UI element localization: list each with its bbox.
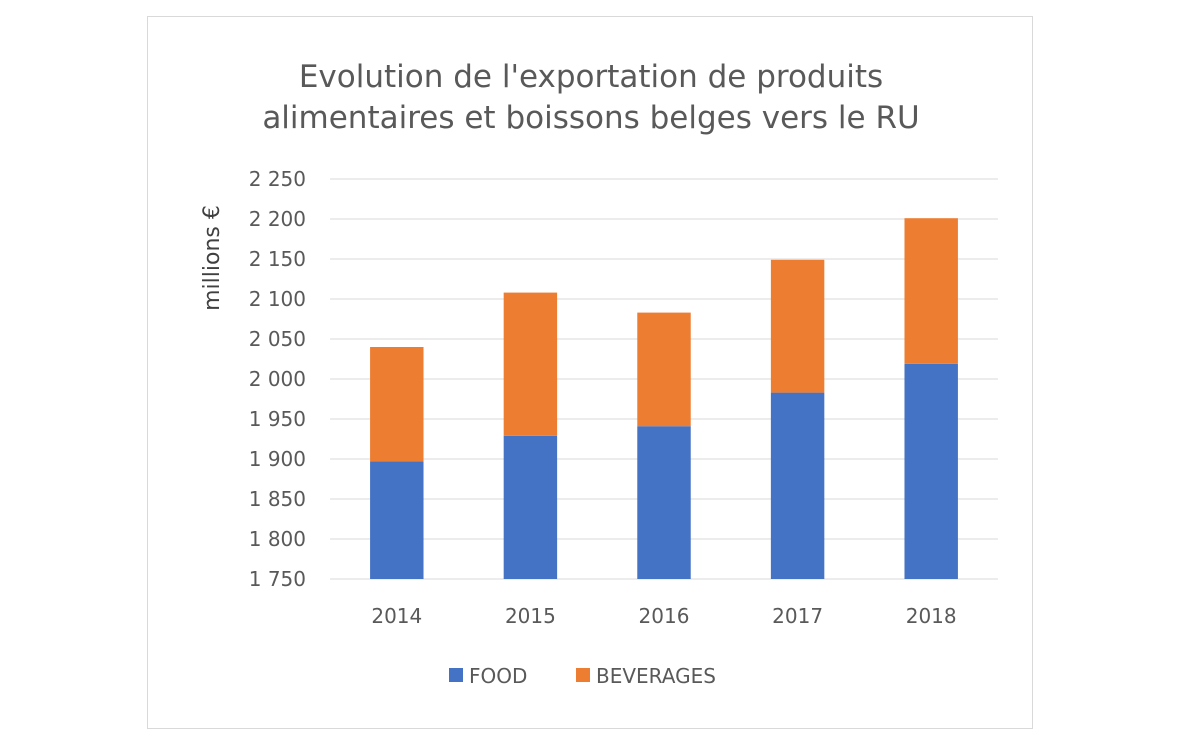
x-axis-ticks: 2014 2015 2016 2017 2018 <box>371 604 956 628</box>
legend: FOOD BEVERAGES <box>449 664 716 688</box>
y-tick-label: 2 050 <box>249 327 306 351</box>
y-axis-ticks: 1 750 1 800 1 850 1 900 1 950 2 000 2 050 2 100… <box>249 167 306 591</box>
bar-beverages-2014 <box>370 347 424 462</box>
chart-svg: Evolution de l'exportation de produits a… <box>200 59 998 688</box>
x-tick-label: 2017 <box>772 604 823 628</box>
legend-label-food: FOOD <box>469 664 527 688</box>
bar-beverages-2018 <box>904 218 958 364</box>
chart-area: Evolution de l'exportation de produits a… <box>147 16 1033 729</box>
bar-food-2017 <box>770 392 825 579</box>
y-tick-label: 1 850 <box>249 487 306 511</box>
x-tick-label: 2015 <box>505 604 556 628</box>
legend-swatch-beverages <box>576 668 590 682</box>
chart-title-line-2: alimentaires et boissons belges vers le … <box>262 100 919 136</box>
y-tick-label: 2 250 <box>249 167 306 191</box>
legend-swatch-food <box>449 668 463 682</box>
x-tick-label: 2016 <box>639 604 690 628</box>
chart-title: Evolution de l'exportation de produits a… <box>262 59 919 136</box>
y-tick-label: 2 100 <box>249 287 306 311</box>
y-tick-label: 1 800 <box>249 527 306 551</box>
bars <box>370 218 958 579</box>
x-tick-label: 2018 <box>906 604 957 628</box>
y-tick-label: 1 950 <box>249 407 306 431</box>
bar-beverages-2015 <box>503 292 558 436</box>
y-tick-label: 2 150 <box>249 247 306 271</box>
bar-beverages-2016 <box>637 312 691 427</box>
bar-food-2015 <box>503 435 558 579</box>
y-tick-label: 2 000 <box>249 367 306 391</box>
chart-title-line-1: Evolution de l'exportation de produits <box>299 59 883 95</box>
bar-beverages-2017 <box>770 259 825 393</box>
bar-food-2016 <box>637 426 691 579</box>
x-tick-label: 2014 <box>371 604 422 628</box>
legend-label-beverages: BEVERAGES <box>596 664 716 688</box>
y-tick-label: 1 900 <box>249 447 306 471</box>
y-tick-label: 2 200 <box>249 207 306 231</box>
bar-food-2018 <box>904 363 958 579</box>
bar-food-2014 <box>370 461 424 579</box>
y-axis-title: millions € <box>200 205 225 311</box>
y-tick-label: 1 750 <box>249 567 306 591</box>
